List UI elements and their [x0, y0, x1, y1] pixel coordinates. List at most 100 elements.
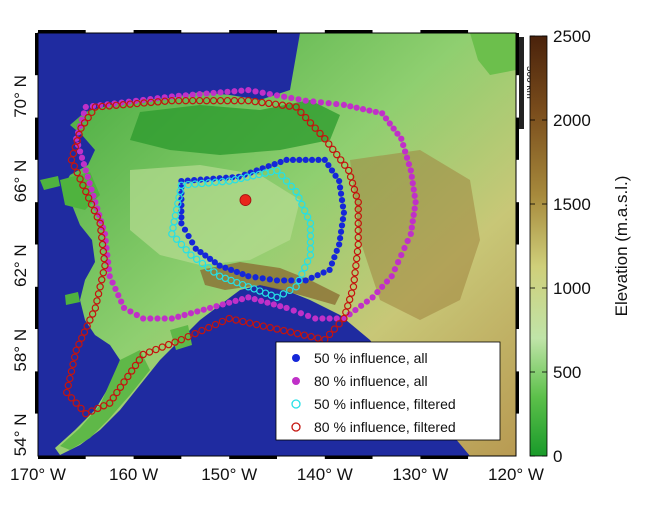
station-marker — [67, 367, 76, 376]
station-marker — [340, 314, 348, 323]
station-marker — [209, 96, 218, 105]
station-marker — [113, 388, 121, 397]
scale-bar: 500 km — [519, 37, 535, 129]
frame-bar-bottom — [372, 456, 421, 459]
station-marker — [86, 316, 94, 324]
station-marker — [252, 274, 259, 281]
station-marker — [352, 192, 361, 200]
station-marker — [100, 254, 108, 263]
station-marker — [271, 161, 278, 168]
station-marker — [295, 276, 303, 285]
station-marker — [289, 156, 297, 163]
station-marker — [314, 334, 322, 342]
station-marker — [239, 271, 246, 278]
frame-bar-left — [35, 286, 38, 330]
station-marker — [410, 186, 417, 193]
station-marker — [292, 187, 300, 196]
station-marker — [82, 103, 89, 111]
station-marker — [233, 268, 240, 276]
frame-bar-left — [35, 329, 38, 372]
station-marker — [297, 108, 305, 117]
station-marker — [271, 100, 280, 109]
station-marker — [295, 277, 302, 284]
station-marker — [203, 90, 210, 97]
station-marker — [372, 108, 379, 116]
station-marker — [301, 113, 310, 122]
station-marker — [205, 179, 213, 187]
station-marker — [351, 269, 359, 277]
station-marker — [259, 322, 268, 330]
center-point-marker — [239, 194, 252, 206]
station-marker — [314, 272, 321, 279]
station-marker — [339, 203, 347, 210]
station-marker — [410, 211, 417, 218]
station-marker — [297, 310, 304, 317]
frame-bar-right — [516, 244, 519, 287]
station-marker — [382, 115, 390, 122]
station-marker — [75, 340, 83, 348]
station-marker — [181, 311, 188, 319]
station-marker — [78, 154, 86, 161]
frame-bar-left — [35, 159, 38, 203]
station-marker — [310, 98, 317, 105]
station-marker — [359, 106, 367, 113]
station-marker — [383, 278, 391, 285]
station-marker — [315, 156, 322, 163]
lat-tick-label: 66° N — [11, 160, 30, 203]
station-marker — [270, 301, 277, 308]
station-markers — [62, 87, 419, 418]
station-marker — [224, 88, 231, 95]
legend-marker — [291, 422, 301, 432]
station-marker — [266, 90, 273, 98]
station-marker — [185, 232, 192, 240]
station-marker — [184, 332, 192, 341]
station-marker — [407, 230, 414, 238]
station-marker — [245, 294, 252, 301]
station-marker — [154, 98, 162, 106]
station-marker — [286, 328, 295, 336]
station-marker — [118, 298, 125, 305]
frame-bar-bottom — [229, 456, 277, 459]
station-marker — [273, 277, 281, 284]
station-marker — [288, 94, 295, 102]
frame-bar-bottom — [468, 456, 516, 459]
frame-bar-left — [35, 413, 38, 456]
colorbar-tick-label: 1500 — [553, 195, 591, 214]
station-marker — [298, 270, 306, 278]
frame-bar-top — [324, 30, 373, 33]
station-marker — [354, 205, 362, 213]
station-marker — [307, 332, 315, 341]
lon-tick-label: 130° W — [392, 465, 448, 484]
colorbar-tick-label: 2000 — [553, 111, 591, 130]
station-marker — [78, 116, 86, 123]
station-marker — [325, 330, 334, 339]
station-marker — [325, 100, 332, 107]
station-marker — [203, 176, 210, 183]
colorbar-tick-label: 500 — [553, 363, 581, 382]
station-marker — [96, 283, 104, 291]
lon-tick-label: 140° W — [297, 465, 353, 484]
station-marker — [278, 172, 286, 180]
station-marker — [91, 103, 100, 111]
station-marker — [238, 87, 245, 94]
station-marker — [80, 161, 87, 168]
station-marker — [341, 161, 349, 169]
station-marker — [303, 213, 312, 221]
station-marker — [411, 192, 418, 199]
station-marker — [350, 185, 359, 194]
station-marker — [402, 148, 409, 155]
station-marker — [75, 130, 83, 139]
station-marker — [216, 96, 225, 105]
station-marker — [72, 399, 80, 407]
lat-tick-label: 70° N — [11, 75, 30, 118]
station-marker — [348, 179, 357, 187]
station-marker — [82, 187, 90, 196]
station-marker — [94, 404, 102, 413]
station-marker — [69, 360, 77, 369]
frame-bar-top — [133, 30, 182, 33]
station-marker — [218, 317, 227, 326]
station-marker — [336, 241, 343, 248]
station-marker — [353, 247, 362, 256]
station-marker — [88, 186, 95, 193]
station-marker — [70, 353, 79, 361]
